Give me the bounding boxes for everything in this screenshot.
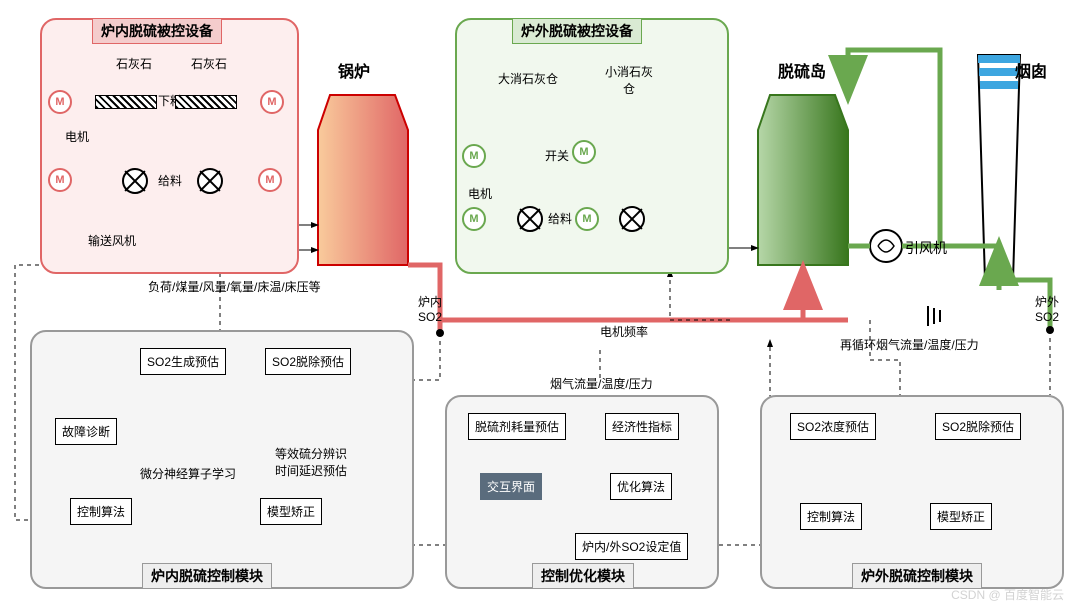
motor-icon: M [572,140,596,164]
label-motor: 电机 [468,185,492,202]
motor-icon: M [48,90,72,114]
box-so2-conc: SO2浓度预估 [790,413,876,440]
motor-icon: M [462,144,486,168]
panel-title: 炉内脱硫控制模块 [142,563,272,589]
label-limestone: 石灰石 [116,55,152,72]
label-small-silo: 小消石灰仓 [604,63,654,97]
label-switch: 开关 [545,147,569,164]
label-island: 脱硫岛 [778,58,826,82]
panel-title: 控制优化模块 [532,563,634,589]
box-ctrl-alg: 控制算法 [70,498,132,525]
box-econ: 经济性指标 [605,413,679,440]
mixer-icon [619,206,645,232]
panel-title: 炉内脱硫被控设备 [92,18,222,44]
label-dnn: 微分神经算子学习 [140,465,236,482]
box-model-corr: 模型矫正 [260,498,322,525]
box-agent-est: 脱硫剂耗量预估 [468,413,566,440]
label-recirc: 再循环烟气流量/温度/压力 [840,336,979,353]
motor-icon: M [462,207,486,231]
conveyor [175,95,237,109]
label-inner-so2: 炉内 SO2 [418,293,442,324]
panel-title: 炉外脱硫被控设备 [512,18,642,44]
motor-icon: M [575,207,599,231]
label-motor: 电机 [65,128,89,145]
conveyor [95,95,157,109]
motor-icon: M [48,168,72,192]
mixer-icon [197,168,223,194]
motor-icon: M [260,90,284,114]
label-equiv: 等效硫分辨识 时间延迟预估 [275,445,347,479]
box-so2-rem: SO2脱除预估 [935,413,1021,440]
box-setpoint: 炉内/外SO2设定值 [575,533,688,560]
mixer-icon [122,168,148,194]
label-feed: 给料 [158,172,182,189]
label-blower: 输送风机 [88,232,136,249]
box-ctrl-alg: 控制算法 [800,503,862,530]
label-chimney: 烟囱 [1015,58,1047,82]
watermark: CSDN @ 百度智能云 [951,586,1064,603]
label-flue-tpf: 烟气流量/温度/压力 [550,375,653,392]
label-boiler: 锅炉 [338,58,370,82]
box-so2-gen: SO2生成预估 [140,348,226,375]
mixer-icon [517,206,543,232]
motor-icon: M [258,168,282,192]
box-model-corr: 模型矫正 [930,503,992,530]
panel-in-furnace-equipment: 炉内脱硫被控设备 [40,18,299,274]
box-opt: 优化算法 [610,473,672,500]
box-ui: 交互界面 [480,473,542,500]
box-fault: 故障诊断 [55,418,117,445]
label-feed: 给料 [548,210,572,227]
label-motor-freq: 电机频率 [600,323,648,340]
label-boiler-signals: 负荷/煤量/风量/氧量/床温/床压等 [148,278,321,295]
label-big-silo: 大消石灰仓 [498,70,558,87]
label-outer-so2: 炉外 SO2 [1035,293,1059,324]
label-fan: 引风机 [905,238,947,258]
label-limestone: 石灰石 [191,55,227,72]
box-so2-rem: SO2脱除预估 [265,348,351,375]
